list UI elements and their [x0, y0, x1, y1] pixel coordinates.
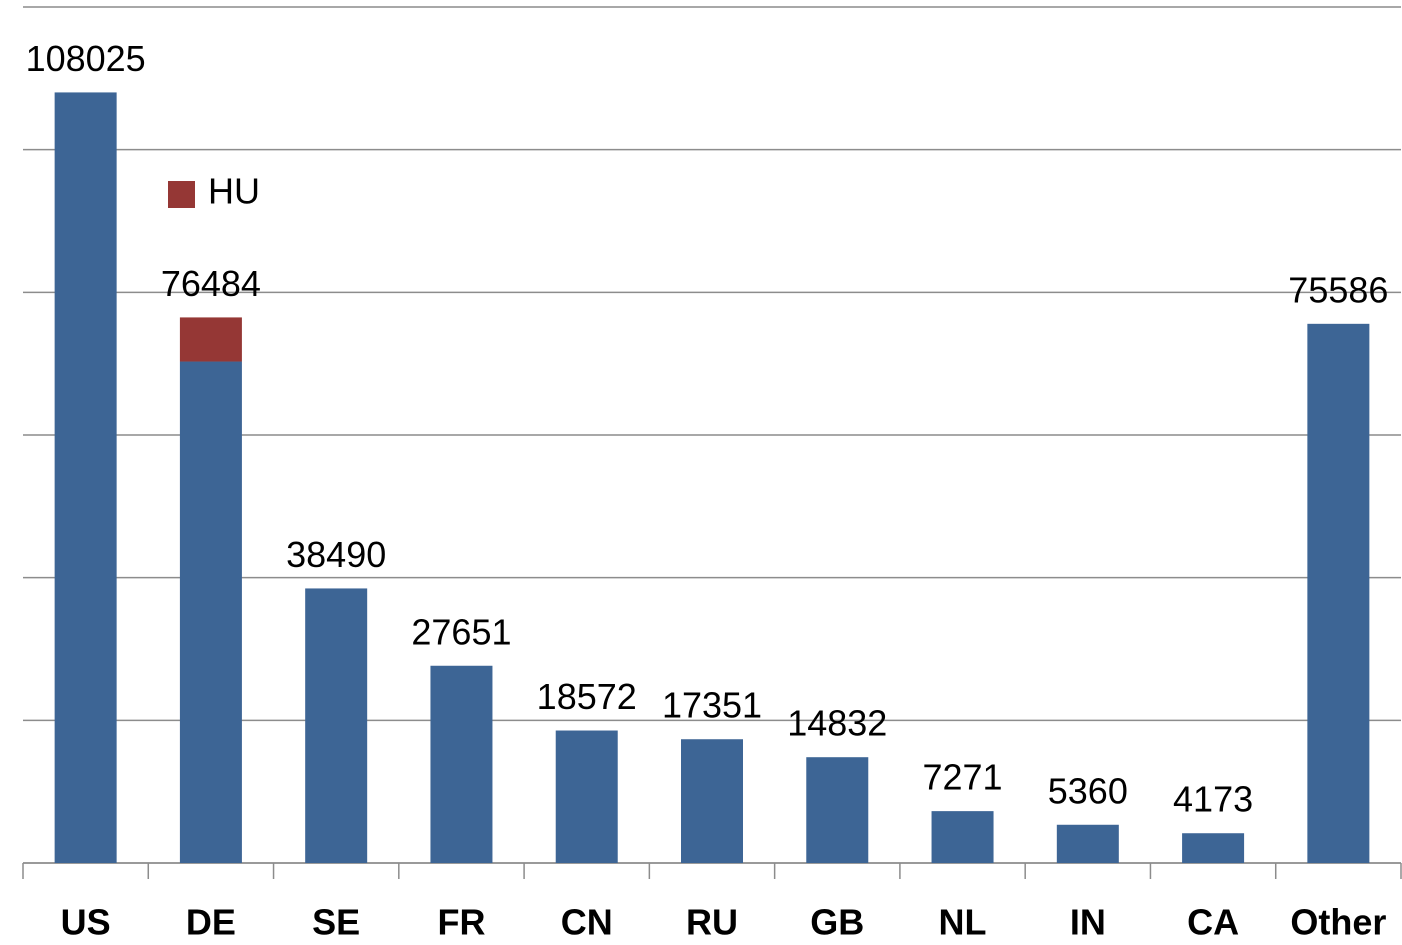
x-tick-label: IN	[1070, 902, 1106, 943]
data-label: 108025	[26, 38, 146, 79]
legend-label: HU	[208, 171, 260, 212]
data-label: 38490	[286, 534, 386, 575]
x-tick-label: CA	[1187, 902, 1239, 943]
data-label: 5360	[1048, 770, 1128, 811]
data-label: 4173	[1173, 779, 1253, 820]
bar	[931, 811, 994, 863]
data-label: 75586	[1288, 269, 1388, 310]
data-label: 27651	[411, 611, 511, 652]
x-tick-label: FR	[437, 902, 485, 943]
bar	[179, 317, 242, 362]
legend-swatch	[168, 181, 195, 208]
x-tick-label: US	[61, 902, 111, 943]
x-tick-label: NL	[939, 902, 987, 943]
bar	[1056, 824, 1119, 863]
x-tick-label: Other	[1290, 902, 1386, 943]
bar	[54, 92, 117, 863]
bar	[806, 757, 869, 863]
x-tick-label: DE	[186, 902, 236, 943]
x-tick-label: CN	[561, 902, 613, 943]
data-label: 17351	[662, 685, 762, 726]
bar	[430, 665, 493, 863]
bar	[1307, 323, 1370, 864]
bar	[1182, 833, 1245, 863]
x-tick-label: GB	[810, 902, 864, 943]
x-tick-label: RU	[686, 902, 738, 943]
bar	[555, 730, 618, 863]
data-label: 18572	[537, 676, 637, 717]
bar	[305, 588, 368, 863]
data-label: 14832	[787, 703, 887, 744]
x-tick-label: SE	[312, 902, 360, 943]
bar	[681, 739, 743, 863]
data-label: 76484	[161, 263, 261, 304]
bar	[179, 361, 242, 863]
data-label: 7271	[922, 757, 1002, 798]
